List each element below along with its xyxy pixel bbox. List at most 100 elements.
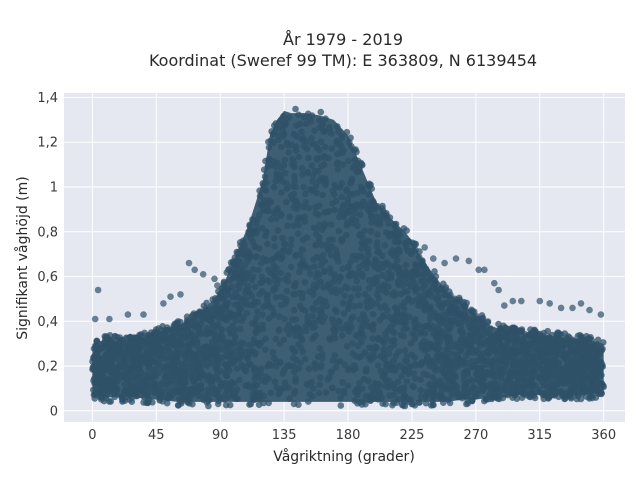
data-point — [481, 266, 488, 274]
data-point — [124, 311, 132, 318]
x-tick-label: 360 — [591, 428, 616, 443]
data-point — [191, 266, 198, 274]
data-point — [119, 396, 126, 403]
data-point — [577, 300, 585, 307]
x-tick-label: 315 — [527, 428, 552, 443]
data-point — [536, 297, 544, 305]
data-point — [567, 393, 575, 401]
data-point — [245, 228, 252, 236]
x-tick-label: 225 — [400, 428, 425, 443]
data-point — [94, 286, 102, 294]
data-point — [126, 334, 133, 341]
data-point — [317, 108, 325, 116]
chart-title-line1: År 1979 - 2019 — [283, 30, 403, 49]
data-point — [545, 394, 552, 402]
data-point — [441, 259, 448, 267]
data-point — [513, 395, 521, 403]
data-point — [236, 248, 244, 256]
data-point — [189, 311, 196, 319]
data-point — [501, 302, 508, 309]
data-point — [502, 324, 510, 332]
x-tick-labels: 0 45 90 135 180 225 270 315 360 — [88, 428, 616, 443]
data-point — [177, 291, 184, 298]
data-point — [555, 393, 562, 401]
x-tick-label: 270 — [463, 428, 488, 443]
y-tick-label: 1,4 — [37, 91, 58, 106]
data-point — [140, 311, 147, 318]
data-point — [107, 398, 115, 405]
data-points — [89, 105, 607, 410]
data-point — [518, 297, 525, 305]
chart-title-line2: Koordinat (Sweref 99 TM): E 363809, N 61… — [149, 51, 537, 70]
data-point — [382, 400, 389, 408]
data-point — [214, 400, 222, 408]
data-point — [98, 396, 105, 403]
x-tick-label: 45 — [148, 428, 165, 443]
data-point — [527, 326, 534, 333]
data-point — [491, 279, 498, 287]
data-point — [225, 266, 232, 274]
data-point — [111, 332, 119, 340]
data-point — [578, 333, 585, 340]
data-point — [103, 333, 111, 340]
dense-point-cloud — [92, 110, 604, 402]
data-point — [431, 268, 438, 275]
data-point — [211, 275, 218, 283]
data-point — [464, 400, 472, 407]
data-point — [587, 334, 594, 341]
data-point — [290, 400, 298, 408]
data-point — [555, 329, 562, 337]
data-point — [475, 266, 483, 274]
y-tick-label: 0,8 — [37, 225, 58, 240]
data-point — [597, 311, 605, 318]
y-tick-label: 0,4 — [37, 315, 58, 330]
data-point — [465, 257, 473, 265]
data-point — [511, 324, 518, 332]
y-tick-label: 1 — [50, 181, 58, 196]
data-point — [546, 300, 553, 307]
data-point — [421, 244, 429, 251]
x-tick-label: 180 — [336, 428, 361, 443]
x-axis-title: Vågriktning (grader) — [273, 448, 415, 465]
data-point — [200, 302, 208, 310]
data-point — [106, 315, 113, 323]
y-tick-label: 1,2 — [37, 136, 58, 151]
data-point — [199, 271, 207, 278]
data-point — [452, 255, 460, 262]
data-point — [167, 293, 174, 301]
data-point — [292, 105, 299, 113]
data-point — [569, 304, 576, 312]
data-point — [222, 401, 230, 409]
data-point — [91, 315, 99, 323]
data-point — [128, 398, 136, 406]
data-point — [409, 400, 417, 408]
data-point — [583, 393, 590, 400]
data-point — [149, 399, 156, 406]
data-point — [175, 402, 182, 409]
x-tick-label: 90 — [212, 428, 229, 443]
x-tick-label: 135 — [272, 428, 297, 443]
data-point — [231, 259, 238, 267]
y-tick-label: 0 — [50, 404, 58, 419]
data-point — [495, 286, 502, 294]
data-point — [509, 297, 517, 305]
data-point — [430, 255, 437, 262]
data-point — [155, 325, 162, 332]
data-point — [214, 282, 221, 289]
y-axis-title: Signifikant våghöjd (m) — [14, 176, 31, 339]
data-point — [160, 300, 167, 307]
data-point — [185, 259, 193, 267]
data-point — [518, 327, 525, 335]
y-tick-labels: 0 0,2 0,4 0,6 0,8 1 1,2 1,4 — [37, 91, 58, 419]
data-point — [265, 156, 272, 164]
y-tick-label: 0,6 — [37, 270, 58, 285]
data-point — [256, 192, 264, 200]
data-point — [337, 402, 345, 409]
data-point — [557, 304, 565, 312]
y-tick-label: 0,2 — [37, 360, 58, 375]
data-point — [586, 306, 593, 314]
x-tick-label: 0 — [88, 428, 96, 443]
data-point — [531, 394, 539, 402]
data-point — [205, 402, 212, 410]
